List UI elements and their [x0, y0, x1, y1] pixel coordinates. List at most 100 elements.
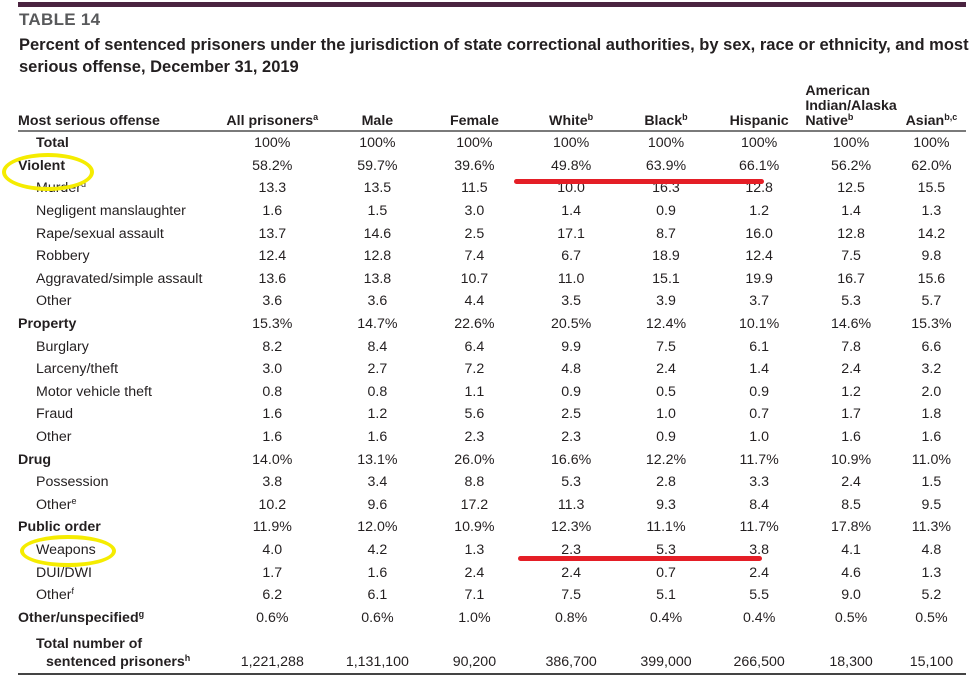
cell-value: 100%: [552, 135, 590, 152]
cell-value: 7.5: [561, 587, 581, 604]
table-row: Other/unspecifiedg 0.6% 0.6% 1.0% 0.8% 0.4% 0.…: [18, 606, 966, 629]
table-row: Negligent manslaughter 1.6 1.5 3.0 1.4 0.9 1.2…: [18, 200, 966, 223]
cell-value: 14.2: [917, 225, 946, 242]
cell-value: 13.7: [258, 225, 287, 242]
cell-value: 18.9: [652, 248, 680, 265]
column-header: All prisonersa: [215, 84, 330, 132]
row-label: Possession: [18, 471, 215, 494]
table-row: Fraud 1.6 1.2 5.6 2.5 1.0 0.7 1.7 1.8: [18, 403, 966, 426]
cell-value: 100%: [254, 135, 291, 152]
cell-value: 1.5: [921, 474, 942, 491]
cell-value: 1.2: [749, 203, 769, 220]
cell-value: 1.4: [749, 361, 769, 378]
cell-value: 16.7: [837, 270, 865, 287]
cell-value: 1.6: [367, 564, 388, 581]
cell-value: 10.9%: [830, 451, 872, 468]
cell-value: 4.0: [262, 541, 283, 558]
cell-value: 100%: [359, 135, 396, 152]
table-number-label: TABLE 14: [19, 10, 101, 29]
cell-value: 16.0: [745, 225, 773, 242]
row-label: Property: [18, 313, 215, 336]
cell-value: 11.7%: [739, 451, 779, 468]
table-row: Burglary 8.2 8.4 6.4 9.9 7.5 6.1 7.8 6.6: [18, 335, 966, 358]
cell-value: 1.0: [656, 406, 676, 423]
cell-value: 22.6%: [454, 316, 495, 333]
cell-value: 12.3%: [551, 519, 592, 536]
row-label-text: Fraud: [36, 406, 74, 423]
cell-value: 0.8%: [554, 609, 588, 626]
cell-value: 1.5: [367, 203, 388, 220]
cell-value: 9.5: [921, 496, 942, 513]
cell-value: 2.4: [749, 564, 769, 581]
cell-value: 1.3: [921, 564, 942, 581]
table-row: Public order 11.9% 12.0% 10.9% 12.3% 11.1% 11.…: [18, 516, 966, 539]
cell-value: 0.4%: [742, 609, 776, 626]
cell-value: 100%: [832, 135, 870, 152]
column-header: American Indian/Alaska Nativeb: [805, 84, 897, 132]
footnote-marker: b: [682, 112, 688, 122]
row-label-text: Motor vehicle theft: [36, 383, 152, 400]
row-label: Robbery: [18, 245, 215, 268]
row-label-text: Burglary: [36, 338, 89, 355]
cell-value: 2.4: [464, 564, 485, 581]
row-label-text: DUI/DWI: [36, 564, 92, 581]
cell-value: 0.7: [749, 406, 769, 423]
column-header: Asianb,c: [896, 84, 966, 132]
total-prisoners-label: Total number of sentenced prisonersh: [18, 629, 216, 676]
cell-value: 8.5: [841, 496, 861, 513]
column-header: Male: [329, 84, 426, 132]
cell-value: 15.3%: [911, 316, 952, 333]
row-label: Negligent manslaughter: [18, 200, 215, 223]
footnote-marker: h: [184, 653, 191, 664]
cell-value: 4.1: [841, 541, 861, 558]
cell-value: 5.7: [921, 293, 942, 310]
total-count-value: 266,500: [712, 629, 806, 676]
column-header-label: Asian: [905, 113, 945, 129]
cell-value: 6.1: [367, 587, 388, 604]
row-label-text: Larceny/theft: [36, 361, 119, 378]
footnote-marker: a: [313, 112, 319, 122]
cell-value: 17.8%: [830, 519, 872, 536]
cell-value: 15.5: [917, 180, 946, 197]
cell-value: 10.2: [258, 496, 287, 513]
cell-value: 59.7%: [357, 157, 398, 174]
cell-value: 3.2: [921, 361, 942, 378]
total-count-value: 1,221,288: [215, 629, 330, 676]
cell-value: 0.7: [656, 564, 676, 581]
cell-value: 66.1%: [739, 157, 780, 174]
table-row: DUI/DWI 1.7 1.6 2.4 2.4 0.7 2.4 4.6 1.3: [18, 561, 966, 584]
cell-value: 10.1%: [739, 316, 780, 333]
row-label: Other: [18, 426, 215, 449]
cell-value: 2.5: [464, 225, 485, 242]
cell-value: 26.0%: [454, 451, 495, 468]
cell-value: 11.7%: [739, 519, 779, 536]
cell-value: 2.4: [656, 361, 676, 378]
column-header: Blackb: [619, 84, 713, 132]
column-header-label: Most serious offense: [18, 113, 160, 129]
total-count-value: 386,700: [523, 629, 620, 676]
footnote-marker: f: [71, 586, 74, 597]
header-row: Most serious offense All prisonersa Male Fe…: [18, 84, 966, 132]
cell-value: 2.7: [367, 361, 388, 378]
footnote-marker: e: [71, 495, 77, 506]
cell-value: 11.1%: [646, 519, 686, 536]
cell-value: 100%: [913, 135, 950, 152]
cell-value: 0.9: [749, 383, 769, 400]
cell-value: 15.6: [917, 270, 946, 287]
table-row: Otherf 6.2 6.1 7.1 7.5 5.1 5.5 9.0 5.2: [18, 584, 966, 607]
table-row: Property 15.3% 14.7% 22.6% 20.5% 12.4% 10.1% 14…: [18, 313, 966, 336]
total-label-line2: sentenced prisonersh: [36, 653, 215, 671]
total-count-value: 1,131,100: [329, 629, 426, 676]
cell-value: 7.2: [464, 361, 485, 378]
cell-value: 2.3: [464, 429, 485, 446]
table-row: Larceny/theft 3.0 2.7 7.2 4.8 2.4 1.4 2.4 3.2: [18, 358, 966, 381]
cell-value: 9.3: [656, 496, 676, 513]
table-row: Motor vehicle theft 0.8 0.8 1.1 0.9 0.5 0.9 1.2…: [18, 381, 966, 404]
cell-value: 3.7: [749, 293, 769, 310]
cell-value: 9.8: [921, 248, 942, 265]
cell-value: 2.3: [561, 541, 581, 558]
cell-value: 100%: [456, 135, 493, 152]
cell-value: 7.4: [464, 248, 485, 265]
cell-value: 0.9: [656, 429, 676, 446]
table-row: Othere 10.2 9.6 17.2 11.3 9.3 8.4 8.5 9.5: [18, 494, 966, 517]
